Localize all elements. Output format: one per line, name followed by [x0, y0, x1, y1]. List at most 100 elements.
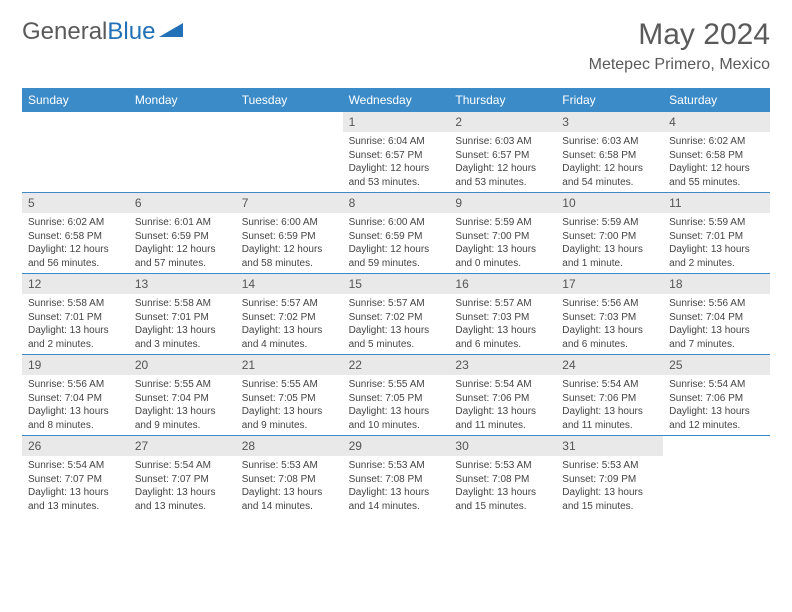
day-detail-line: Daylight: 13 hours — [28, 324, 123, 338]
day-detail-line: Daylight: 13 hours — [669, 405, 764, 419]
day-detail-line: Sunset: 7:02 PM — [349, 311, 444, 325]
day-detail-line: Daylight: 12 hours — [135, 243, 230, 257]
day-detail-line: Sunset: 7:01 PM — [28, 311, 123, 325]
dayname: Tuesday — [236, 88, 343, 112]
day-number: 9 — [449, 193, 556, 213]
month-title: May 2024 — [589, 18, 770, 52]
calendar-cell: 19Sunrise: 5:56 AMSunset: 7:04 PMDayligh… — [22, 355, 129, 435]
calendar-cell: 13Sunrise: 5:58 AMSunset: 7:01 PMDayligh… — [129, 274, 236, 354]
calendar-cell: 11Sunrise: 5:59 AMSunset: 7:01 PMDayligh… — [663, 193, 770, 273]
day-detail-line: Daylight: 12 hours — [455, 162, 550, 176]
day-details: Sunrise: 5:53 AMSunset: 7:08 PMDaylight:… — [449, 456, 556, 516]
day-detail-line: and 53 minutes. — [349, 176, 444, 190]
day-number: 3 — [556, 112, 663, 132]
day-detail-line: Sunrise: 5:54 AM — [28, 459, 123, 473]
day-detail-line: Sunset: 7:03 PM — [455, 311, 550, 325]
day-details: Sunrise: 5:59 AMSunset: 7:01 PMDaylight:… — [663, 213, 770, 273]
day-detail-line: Sunset: 7:08 PM — [455, 473, 550, 487]
dayname: Wednesday — [343, 88, 450, 112]
day-detail-line: and 56 minutes. — [28, 257, 123, 271]
calendar-cell: 18Sunrise: 5:56 AMSunset: 7:04 PMDayligh… — [663, 274, 770, 354]
day-number: 31 — [556, 436, 663, 456]
day-details: Sunrise: 5:57 AMSunset: 7:02 PMDaylight:… — [236, 294, 343, 354]
day-detail-line: Sunset: 7:01 PM — [135, 311, 230, 325]
day-details: Sunrise: 5:58 AMSunset: 7:01 PMDaylight:… — [129, 294, 236, 354]
day-detail-line: Sunrise: 5:57 AM — [455, 297, 550, 311]
day-details: Sunrise: 6:02 AMSunset: 6:58 PMDaylight:… — [22, 213, 129, 273]
day-detail-line: Sunrise: 6:02 AM — [28, 216, 123, 230]
day-detail-line: Sunrise: 5:56 AM — [669, 297, 764, 311]
day-details: Sunrise: 5:55 AMSunset: 7:04 PMDaylight:… — [129, 375, 236, 435]
day-detail-line: Daylight: 12 hours — [242, 243, 337, 257]
day-detail-line: Sunset: 6:59 PM — [349, 230, 444, 244]
calendar-cell — [22, 112, 129, 192]
day-details: Sunrise: 6:00 AMSunset: 6:59 PMDaylight:… — [343, 213, 450, 273]
logo-text-2: Blue — [107, 18, 155, 46]
day-detail-line: and 15 minutes. — [455, 500, 550, 514]
calendar-week: 26Sunrise: 5:54 AMSunset: 7:07 PMDayligh… — [22, 436, 770, 516]
day-number: 22 — [343, 355, 450, 375]
day-detail-line: and 9 minutes. — [135, 419, 230, 433]
day-number: 28 — [236, 436, 343, 456]
day-number — [22, 112, 129, 132]
day-detail-line: Sunrise: 5:55 AM — [349, 378, 444, 392]
day-number — [236, 112, 343, 132]
day-details: Sunrise: 6:03 AMSunset: 6:58 PMDaylight:… — [556, 132, 663, 192]
day-details: Sunrise: 6:03 AMSunset: 6:57 PMDaylight:… — [449, 132, 556, 192]
day-detail-line: Sunset: 7:06 PM — [562, 392, 657, 406]
day-details: Sunrise: 6:00 AMSunset: 6:59 PMDaylight:… — [236, 213, 343, 273]
day-detail-line: Sunrise: 5:56 AM — [562, 297, 657, 311]
day-detail-line: Sunset: 6:57 PM — [455, 149, 550, 163]
day-number: 25 — [663, 355, 770, 375]
day-detail-line: Daylight: 13 hours — [135, 405, 230, 419]
day-detail-line: Sunrise: 5:54 AM — [455, 378, 550, 392]
calendar-cell: 23Sunrise: 5:54 AMSunset: 7:06 PMDayligh… — [449, 355, 556, 435]
day-detail-line: Sunset: 7:08 PM — [349, 473, 444, 487]
day-detail-line: Sunset: 7:05 PM — [349, 392, 444, 406]
day-number: 27 — [129, 436, 236, 456]
day-detail-line: and 2 minutes. — [28, 338, 123, 352]
calendar-cell: 29Sunrise: 5:53 AMSunset: 7:08 PMDayligh… — [343, 436, 450, 516]
day-detail-line: and 2 minutes. — [669, 257, 764, 271]
day-detail-line: and 14 minutes. — [242, 500, 337, 514]
day-detail-line: and 11 minutes. — [562, 419, 657, 433]
day-detail-line: and 58 minutes. — [242, 257, 337, 271]
day-detail-line: Sunset: 7:04 PM — [135, 392, 230, 406]
day-number: 5 — [22, 193, 129, 213]
day-number: 16 — [449, 274, 556, 294]
day-detail-line: Daylight: 12 hours — [562, 162, 657, 176]
calendar-cell: 31Sunrise: 5:53 AMSunset: 7:09 PMDayligh… — [556, 436, 663, 516]
day-details: Sunrise: 5:54 AMSunset: 7:07 PMDaylight:… — [22, 456, 129, 516]
day-detail-line: Sunset: 7:03 PM — [562, 311, 657, 325]
day-detail-line: Daylight: 12 hours — [349, 243, 444, 257]
day-detail-line: Daylight: 12 hours — [28, 243, 123, 257]
day-detail-line: Sunset: 7:04 PM — [28, 392, 123, 406]
day-detail-line: and 15 minutes. — [562, 500, 657, 514]
calendar-week: 19Sunrise: 5:56 AMSunset: 7:04 PMDayligh… — [22, 355, 770, 436]
day-detail-line: Daylight: 13 hours — [242, 486, 337, 500]
day-detail-line: Sunset: 7:04 PM — [669, 311, 764, 325]
day-detail-line: Sunrise: 5:53 AM — [562, 459, 657, 473]
day-details: Sunrise: 5:59 AMSunset: 7:00 PMDaylight:… — [556, 213, 663, 273]
calendar-cell: 21Sunrise: 5:55 AMSunset: 7:05 PMDayligh… — [236, 355, 343, 435]
day-number: 1 — [343, 112, 450, 132]
day-detail-line: Sunrise: 6:00 AM — [242, 216, 337, 230]
day-details: Sunrise: 5:59 AMSunset: 7:00 PMDaylight:… — [449, 213, 556, 273]
day-number: 20 — [129, 355, 236, 375]
dayname: Saturday — [663, 88, 770, 112]
day-detail-line: Daylight: 12 hours — [349, 162, 444, 176]
day-detail-line: Sunset: 6:59 PM — [135, 230, 230, 244]
day-detail-line: and 12 minutes. — [669, 419, 764, 433]
calendar-cell: 7Sunrise: 6:00 AMSunset: 6:59 PMDaylight… — [236, 193, 343, 273]
day-details: Sunrise: 5:53 AMSunset: 7:08 PMDaylight:… — [343, 456, 450, 516]
calendar-cell: 5Sunrise: 6:02 AMSunset: 6:58 PMDaylight… — [22, 193, 129, 273]
day-detail-line: Daylight: 13 hours — [562, 324, 657, 338]
header: GeneralBlue May 2024 Metepec Primero, Me… — [22, 18, 770, 74]
calendar-cell: 4Sunrise: 6:02 AMSunset: 6:58 PMDaylight… — [663, 112, 770, 192]
calendar-cell: 26Sunrise: 5:54 AMSunset: 7:07 PMDayligh… — [22, 436, 129, 516]
day-details: Sunrise: 6:02 AMSunset: 6:58 PMDaylight:… — [663, 132, 770, 192]
calendar-week: 1Sunrise: 6:04 AMSunset: 6:57 PMDaylight… — [22, 112, 770, 193]
day-detail-line: Sunrise: 5:55 AM — [242, 378, 337, 392]
day-number: 4 — [663, 112, 770, 132]
day-detail-line: and 13 minutes. — [28, 500, 123, 514]
